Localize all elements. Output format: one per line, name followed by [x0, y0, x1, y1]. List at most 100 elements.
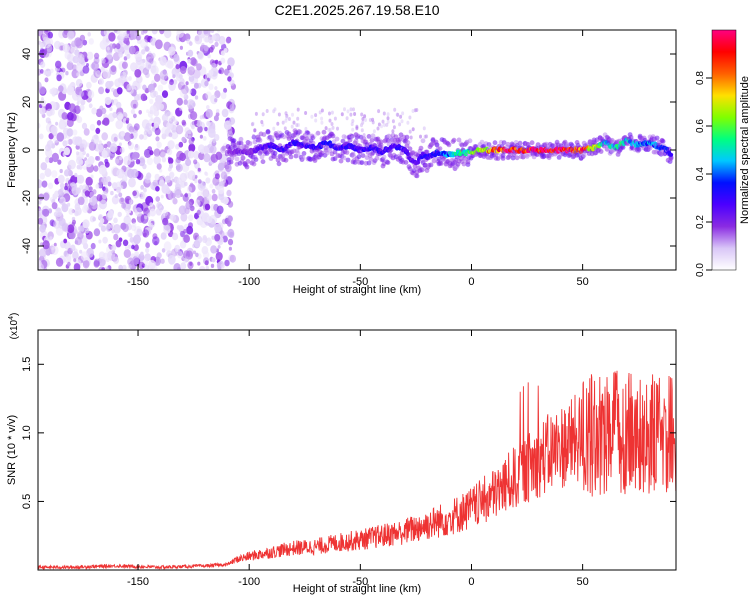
faint-streak-40: [360, 123, 363, 128]
noise-blob-869: [194, 199, 201, 208]
botXTicks-label-3: 0: [468, 576, 474, 588]
noise-blob-1244: [82, 219, 90, 229]
noise-blob-403: [116, 87, 123, 95]
spectrogram-y-ticks: -40 -20 0 20 40: [21, 48, 676, 254]
faint-streak-72: [304, 111, 308, 115]
noise-blob-3: [159, 168, 163, 173]
noise-blob-765: [179, 45, 183, 50]
noise-blob-860: [89, 123, 96, 131]
noise-blob-846: [211, 188, 216, 194]
faint-streak-41: [386, 112, 390, 117]
noise-blob-294: [113, 30, 118, 33]
noise-blob-1111: [77, 196, 85, 206]
faint-streak-94: [360, 128, 364, 133]
trace-halo-48: [272, 154, 278, 160]
faint-streak-97: [353, 112, 357, 116]
noise-blob-1124: [119, 147, 125, 154]
trace-halo-436: [660, 139, 666, 144]
noise-blob-1262: [193, 82, 199, 89]
noise-blob-1399: [145, 62, 152, 70]
noise-blob-903: [104, 158, 109, 164]
noise-blob-613: [155, 208, 162, 216]
trace-halo-62: [286, 131, 292, 137]
noise-blob-1306: [74, 206, 82, 216]
colorbar-tick-label-1: 0.2: [695, 215, 706, 229]
faint-streak-112: [408, 129, 412, 134]
trace-halo-57: [281, 134, 287, 140]
noise-blob-1374: [143, 130, 148, 136]
spec-ytick-label-1: -20: [21, 190, 33, 206]
noise-blob-910: [130, 168, 139, 179]
noise-blob-1120: [189, 182, 194, 188]
faint-streak-44: [382, 123, 386, 128]
noise-blob-1059: [41, 209, 48, 216]
noise-blob-665: [190, 111, 198, 121]
noise-blob-1100: [39, 172, 45, 180]
noise-blob-184: [88, 38, 95, 45]
noise-blob-831: [39, 107, 46, 115]
noise-blob-1149: [61, 112, 68, 120]
noise-blob-1088: [172, 74, 176, 79]
noise-blob-1242: [83, 124, 87, 129]
noise-blob-622: [38, 200, 42, 205]
noise-blob-1225: [111, 87, 115, 93]
noise-blob-373: [91, 134, 100, 145]
noise-blob-1200: [227, 65, 232, 71]
noise-blob-1123: [176, 97, 183, 106]
noise-blob-805: [125, 40, 130, 46]
faint-streak-11: [393, 107, 397, 112]
noise-blob-1236: [46, 38, 54, 47]
noise-blob-309: [98, 78, 104, 85]
noise-blob-1058: [82, 259, 90, 269]
noise-blob-1129: [187, 66, 195, 76]
faint-streak-107: [314, 133, 317, 138]
faint-streak-13: [295, 123, 299, 128]
trace-halo-48: [272, 150, 278, 156]
noise-blob-1335: [61, 203, 69, 213]
noise-blob-1062: [113, 224, 121, 234]
noise-blob-1090: [111, 250, 115, 255]
noise-blob-553: [49, 197, 54, 202]
noise-blob-1174: [205, 108, 213, 119]
noise-blob-155: [127, 244, 132, 249]
trace-halo-281: [505, 141, 511, 147]
trace-halo-142: [366, 160, 372, 166]
noise-blob-1325: [80, 251, 89, 262]
noise-blob-1181: [105, 266, 109, 270]
noise-blob-824: [45, 249, 51, 256]
noise-blob-291: [87, 32, 91, 37]
noise-blob-543: [222, 235, 228, 243]
trace-halo-214: [438, 161, 444, 166]
trace-halo-293: [517, 140, 523, 146]
noise-blob-695: [156, 252, 162, 259]
colorbar-tick-label-4: 0.8: [695, 71, 706, 85]
trace-halo-16: [240, 155, 246, 161]
noise-blob-1351: [128, 177, 136, 188]
noise-blob-1254: [126, 83, 132, 91]
noise-blob-867: [184, 133, 189, 138]
noise-blob-1197: [181, 119, 186, 126]
noise-blob-1379: [183, 257, 188, 263]
noise-blob-916: [177, 251, 183, 259]
noise-blob-979: [39, 133, 44, 140]
noise-blob-832: [76, 72, 80, 77]
trace-halo-71: [295, 150, 301, 156]
noise-blob-1092: [197, 52, 203, 59]
noise-blob-975: [79, 249, 83, 254]
noise-blob-1331: [209, 183, 214, 189]
noise-blob-1354: [169, 79, 174, 86]
faint-streak-39: [320, 116, 324, 121]
noise-blob-989: [176, 225, 181, 230]
faint-streak-101: [406, 120, 410, 125]
noise-blob-604: [75, 151, 80, 156]
colorbar-tick-label-3: 0.6: [695, 119, 706, 133]
noise-blob-255: [135, 144, 140, 151]
noise-blob-1303: [174, 244, 181, 253]
trace-halo-121: [345, 157, 351, 163]
trace-halo-64: [288, 154, 294, 160]
noise-blob-874: [51, 202, 58, 210]
trace-halo-380: [604, 146, 610, 152]
noise-blob-978: [96, 156, 101, 161]
noise-blob-745: [46, 70, 52, 77]
